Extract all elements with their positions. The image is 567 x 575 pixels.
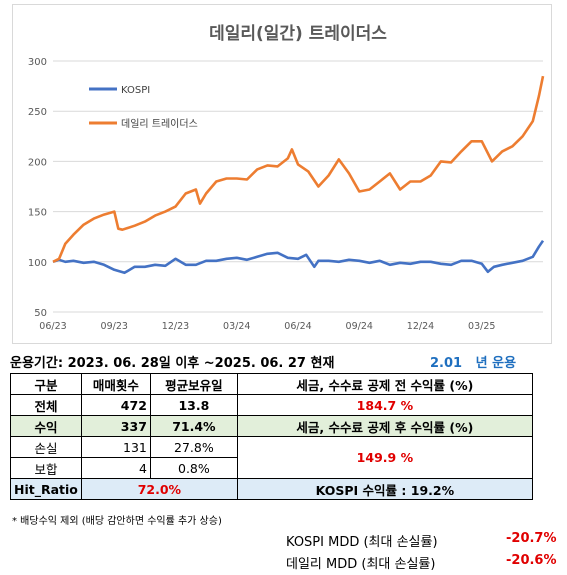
pre-fee-percent: % xyxy=(400,397,414,413)
x-tick-label: 06/23 xyxy=(39,321,66,332)
x-tick-label: 03/24 xyxy=(223,321,250,332)
years-value: 2.01 xyxy=(430,356,463,371)
row-label: 수익 xyxy=(10,415,82,437)
row-trades: 4 xyxy=(80,457,151,479)
header-pre-fee: 세금, 수수료 공제 전 수익률 (%) xyxy=(236,373,533,395)
series-line-0 xyxy=(52,239,545,275)
post-fee-percent: % xyxy=(400,450,414,465)
x-tick-label: 09/24 xyxy=(346,321,373,332)
kospi-return-value: 19.2% xyxy=(410,482,455,498)
table-row: 손실 131 27.8% 149.9 % xyxy=(10,436,533,479)
years-operated: 2.01 년 운용 xyxy=(430,352,516,371)
row-label: 전체 xyxy=(10,394,82,416)
legend-label: KOSPI xyxy=(121,85,150,96)
table-header-row: 구분 매매횟수 평균보유일 세금, 수수료 공제 전 수익률 (%) xyxy=(10,373,533,395)
y-tick-label: 250 xyxy=(28,107,47,118)
x-tick-label: 03/25 xyxy=(468,321,495,332)
row-hold: 27.8% xyxy=(149,436,238,458)
daily-mdd-label: 데일리 MDD (최대 손실률) xyxy=(286,557,436,572)
series-line-1 xyxy=(52,75,545,263)
kospi-return: KOSPI 수익률 : 19.2% xyxy=(236,478,533,500)
table-row: 전체 472 13.8 184.7 % xyxy=(10,394,533,416)
row-label: 보합 xyxy=(10,457,82,479)
kospi-return-label: KOSPI 수익률 : xyxy=(315,482,407,498)
header-hold-days: 평균보유일 xyxy=(149,373,238,395)
row-trades: 131 xyxy=(80,436,151,458)
hit-ratio-row: Hit_Ratio 72.0% KOSPI 수익률 : 19.2% xyxy=(10,478,533,500)
header-category: 구분 xyxy=(10,373,82,395)
y-tick-label: 150 xyxy=(28,208,47,219)
pre-fee-value: 184.7 xyxy=(356,397,397,413)
y-tick-label: 50 xyxy=(34,308,47,319)
x-tick-label: 12/23 xyxy=(162,321,189,332)
pre-fee-return: 184.7 % xyxy=(236,394,533,416)
hit-ratio-label: Hit_Ratio xyxy=(10,478,82,500)
legend-label: 데일리 트레이더스 xyxy=(121,118,198,130)
x-tick-label: 09/23 xyxy=(101,321,128,332)
dividend-note: * 배당수익 제외 (배당 감안하면 수익률 추가 상승) xyxy=(12,516,222,527)
row-label: 손실 xyxy=(10,436,82,458)
post-fee-return: 149.9 % xyxy=(236,436,533,479)
row-hold: 0.8% xyxy=(149,457,238,479)
stats-table: 구분 매매횟수 평균보유일 세금, 수수료 공제 전 수익률 (%) 전체 47… xyxy=(10,373,533,500)
table-row: 수익 337 71.4% 세금, 수수료 공제 후 수익률 (%) xyxy=(10,415,533,437)
post-fee-value: 149.9 xyxy=(356,450,397,465)
row-trades: 472 xyxy=(80,394,151,416)
header-trades: 매매횟수 xyxy=(80,373,151,395)
row-hold: 13.8 xyxy=(149,394,238,416)
chart-container: 데일리(일간) 트레이더스 50 100 150 200 250 300 06/23 09/23… xyxy=(12,4,552,344)
line-chart: 데일리(일간) 트레이더스 50 100 150 200 250 300 06/23 09/23… xyxy=(28,24,545,332)
y-tick-label: 100 xyxy=(28,258,47,269)
x-tick-label: 12/24 xyxy=(407,321,434,332)
kospi-mdd-value: -20.7% xyxy=(506,531,557,546)
years-suffix: 년 운용 xyxy=(475,356,517,371)
hit-ratio-value: 72.0% xyxy=(80,478,238,500)
daily-mdd-value: -20.6% xyxy=(506,553,557,568)
kospi-mdd-label: KOSPI MDD (최대 손실률) xyxy=(286,535,438,550)
header-post-fee: 세금, 수수료 공제 후 수익률 (%) xyxy=(236,415,533,437)
row-trades: 337 xyxy=(80,415,151,437)
y-tick-label: 300 xyxy=(28,57,47,68)
chart-title: 데일리(일간) 트레이더스 xyxy=(209,24,387,44)
row-hold: 71.4% xyxy=(149,415,238,437)
y-tick-label: 200 xyxy=(28,157,47,168)
x-tick-label: 06/24 xyxy=(284,321,311,332)
period-text: 운용기간: 2023. 06. 28일 이후 ~2025. 06. 27 현재 xyxy=(10,356,335,371)
